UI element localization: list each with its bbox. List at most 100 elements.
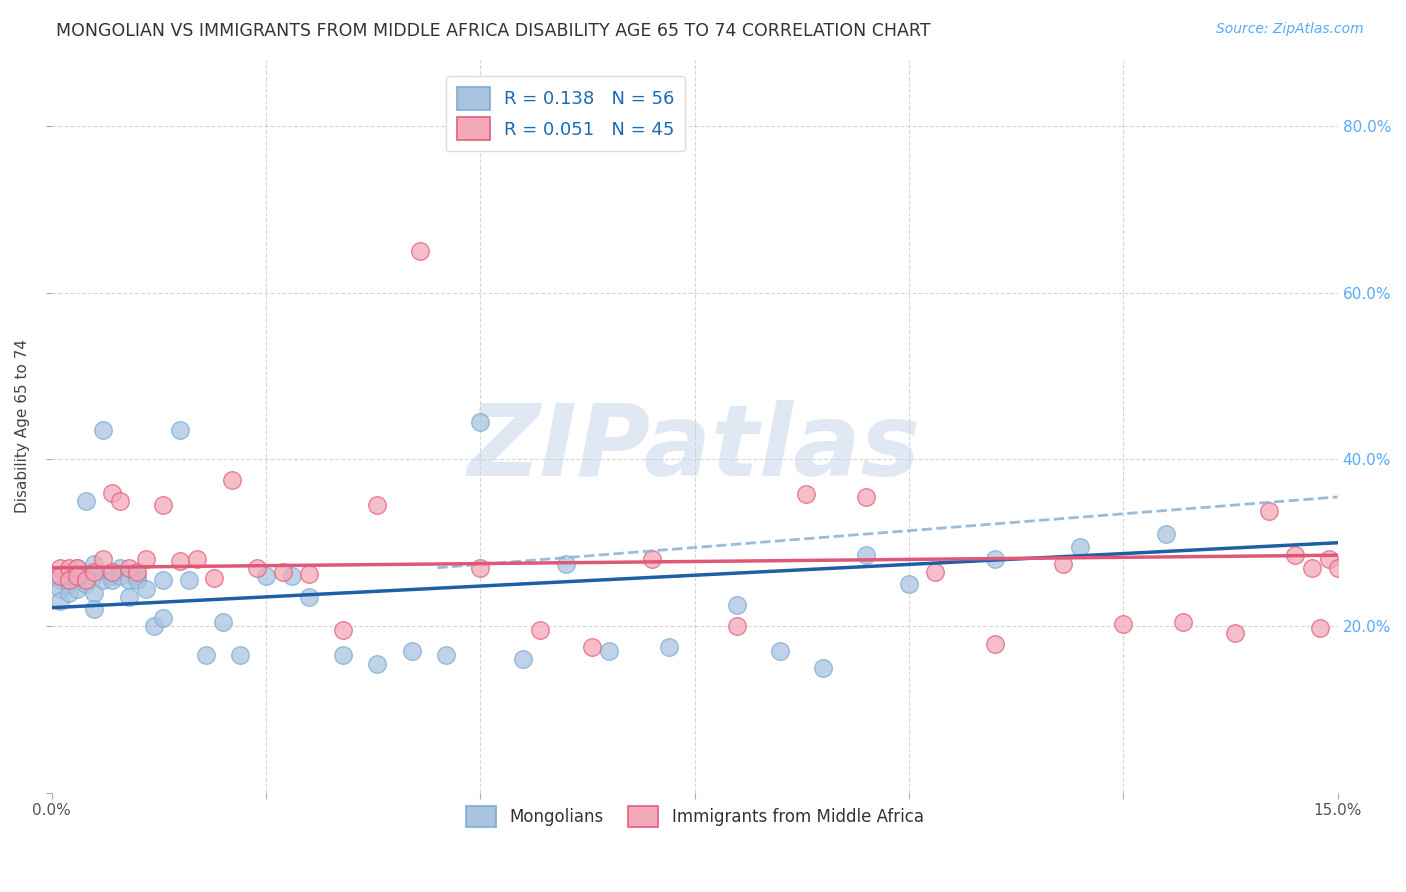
Text: ZIPatlas: ZIPatlas bbox=[468, 400, 921, 497]
Point bbox=[1301, 560, 1323, 574]
Point bbox=[769, 644, 792, 658]
Point bbox=[658, 640, 681, 654]
Point bbox=[83, 602, 105, 616]
Text: MONGOLIAN VS IMMIGRANTS FROM MIDDLE AFRICA DISABILITY AGE 65 TO 74 CORRELATION C: MONGOLIAN VS IMMIGRANTS FROM MIDDLE AFRI… bbox=[56, 22, 931, 40]
Point bbox=[49, 569, 72, 583]
Point bbox=[298, 590, 321, 604]
Point bbox=[983, 637, 1005, 651]
Point bbox=[118, 573, 141, 587]
Point bbox=[83, 585, 105, 599]
Point bbox=[366, 498, 388, 512]
Point bbox=[75, 573, 97, 587]
Point bbox=[100, 569, 122, 583]
Point bbox=[409, 244, 432, 259]
Point bbox=[118, 590, 141, 604]
Point bbox=[229, 648, 252, 663]
Point bbox=[434, 648, 457, 663]
Point bbox=[280, 569, 302, 583]
Point bbox=[529, 624, 551, 638]
Point bbox=[1069, 540, 1091, 554]
Point bbox=[169, 554, 191, 568]
Point bbox=[204, 571, 226, 585]
Point bbox=[1309, 621, 1331, 635]
Point bbox=[271, 565, 294, 579]
Point bbox=[1317, 552, 1340, 566]
Point bbox=[49, 594, 72, 608]
Point bbox=[66, 582, 89, 596]
Point bbox=[49, 573, 72, 587]
Point bbox=[58, 573, 80, 587]
Point bbox=[1326, 560, 1348, 574]
Point bbox=[983, 552, 1005, 566]
Text: Source: ZipAtlas.com: Source: ZipAtlas.com bbox=[1216, 22, 1364, 37]
Point bbox=[100, 573, 122, 587]
Point bbox=[246, 560, 269, 574]
Point bbox=[83, 557, 105, 571]
Point bbox=[127, 573, 149, 587]
Point bbox=[897, 577, 920, 591]
Point bbox=[75, 569, 97, 583]
Point bbox=[727, 619, 749, 633]
Point bbox=[855, 548, 877, 562]
Point bbox=[1154, 527, 1177, 541]
Point bbox=[512, 652, 534, 666]
Point bbox=[641, 552, 664, 566]
Point bbox=[143, 619, 166, 633]
Point bbox=[254, 569, 277, 583]
Point bbox=[152, 573, 174, 587]
Point bbox=[366, 657, 388, 671]
Point bbox=[1112, 616, 1135, 631]
Point bbox=[298, 567, 321, 582]
Point bbox=[555, 557, 578, 571]
Point bbox=[49, 560, 72, 574]
Point bbox=[1173, 615, 1195, 629]
Point bbox=[794, 487, 817, 501]
Point bbox=[1052, 557, 1074, 571]
Point bbox=[811, 661, 834, 675]
Point bbox=[1284, 548, 1306, 562]
Point bbox=[75, 577, 97, 591]
Point bbox=[58, 565, 80, 579]
Point bbox=[470, 415, 492, 429]
Point bbox=[91, 423, 114, 437]
Point bbox=[58, 560, 80, 574]
Point bbox=[118, 560, 141, 574]
Point bbox=[58, 585, 80, 599]
Point bbox=[66, 573, 89, 587]
Point bbox=[581, 640, 603, 654]
Point bbox=[194, 648, 217, 663]
Point bbox=[152, 611, 174, 625]
Point bbox=[49, 582, 72, 596]
Point bbox=[108, 569, 131, 583]
Point bbox=[91, 573, 114, 587]
Point bbox=[108, 560, 131, 574]
Point bbox=[1223, 625, 1246, 640]
Point bbox=[135, 582, 157, 596]
Point bbox=[66, 569, 89, 583]
Legend: Mongolians, Immigrants from Middle Africa: Mongolians, Immigrants from Middle Afric… bbox=[457, 797, 932, 836]
Point bbox=[127, 565, 149, 579]
Point bbox=[58, 577, 80, 591]
Point bbox=[186, 552, 208, 566]
Point bbox=[66, 560, 89, 574]
Y-axis label: Disability Age 65 to 74: Disability Age 65 to 74 bbox=[15, 339, 30, 513]
Point bbox=[127, 569, 149, 583]
Point bbox=[135, 552, 157, 566]
Point bbox=[169, 423, 191, 437]
Point bbox=[177, 573, 200, 587]
Point bbox=[727, 599, 749, 613]
Point bbox=[221, 473, 243, 487]
Point bbox=[332, 648, 354, 663]
Point bbox=[100, 485, 122, 500]
Point bbox=[332, 624, 354, 638]
Point bbox=[598, 644, 620, 658]
Point bbox=[401, 644, 423, 658]
Point bbox=[83, 565, 105, 579]
Point bbox=[212, 615, 235, 629]
Point bbox=[75, 494, 97, 508]
Point bbox=[91, 552, 114, 566]
Point bbox=[108, 494, 131, 508]
Point bbox=[83, 569, 105, 583]
Point bbox=[470, 560, 492, 574]
Point bbox=[855, 490, 877, 504]
